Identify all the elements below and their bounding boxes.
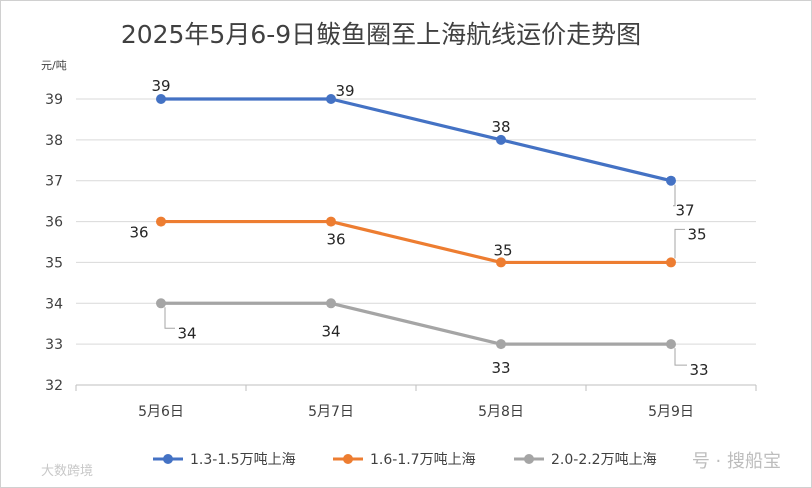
- data-point: [666, 339, 676, 350]
- leader-line: [674, 228, 685, 259]
- series-3: [156, 298, 676, 350]
- legend-label: 2.0-2.2万吨上海: [551, 452, 657, 468]
- legend-item: 1.6-1.7万吨上海: [333, 452, 476, 468]
- legend-item: 1.3-1.5万吨上海: [153, 452, 296, 468]
- data-label: 39: [151, 77, 170, 95]
- data-label: 37: [675, 202, 694, 220]
- data-point: [666, 257, 676, 268]
- data-label: 34: [321, 322, 340, 340]
- data-label: 33: [491, 359, 510, 377]
- legend-swatch-marker: [343, 454, 353, 464]
- x-tick-label: 5月6日: [138, 404, 184, 420]
- leader-line: [674, 348, 687, 366]
- chart-title: 2025年5月6-9日鲅鱼圈至上海航线运价走势图: [121, 20, 641, 49]
- series-2: [156, 216, 676, 268]
- data-label: 36: [326, 231, 345, 249]
- legend-label: 1.3-1.5万吨上海: [190, 452, 296, 468]
- data-label: 38: [491, 118, 510, 136]
- legend-swatch-marker: [524, 454, 534, 464]
- data-point: [666, 175, 676, 186]
- data-label: 33: [689, 361, 708, 379]
- watermark-text-left: 大数跨境: [41, 464, 93, 479]
- legend-swatch-marker: [163, 454, 173, 464]
- y-tick-label: 33: [45, 337, 63, 353]
- data-point: [326, 216, 336, 227]
- legend: 1.3-1.5万吨上海 1.6-1.7万吨上海 2.0-2.2万吨上海: [153, 452, 657, 468]
- y-tick-label: 35: [45, 255, 63, 271]
- y-tick-label: 34: [45, 296, 63, 312]
- legend-item: 2.0-2.2万吨上海: [514, 452, 657, 468]
- x-tick-label: 5月8日: [478, 404, 524, 420]
- data-point: [496, 134, 506, 145]
- data-point: [156, 298, 166, 309]
- leader-line: [673, 184, 676, 207]
- data-point: [326, 298, 336, 309]
- data-point: [326, 94, 336, 104]
- y-tick-label: 37: [45, 174, 63, 190]
- data-label: 34: [177, 324, 196, 342]
- x-tick-label: 5月7日: [308, 404, 354, 420]
- series-line: [161, 97, 672, 183]
- y-tick-label: 38: [45, 133, 63, 149]
- data-point: [156, 216, 166, 227]
- data-point: [496, 257, 506, 268]
- data-label: 36: [129, 224, 148, 242]
- y-tick-label: 39: [45, 92, 63, 108]
- data-point: [496, 339, 506, 350]
- series-line: [161, 301, 671, 346]
- series-1: [156, 94, 676, 186]
- watermark-text-right: 号 · 搜船宝: [692, 451, 781, 472]
- data-label: 39: [335, 82, 354, 100]
- watermark: 号 · 搜船宝 大数跨境: [41, 451, 781, 479]
- x-tick-label: 5月9日: [648, 404, 694, 420]
- y-tick-label: 36: [45, 215, 63, 231]
- leader-line: [164, 307, 175, 329]
- data-labels: 39 39 38 37 36 36 35 35 34 34 33 33: [129, 77, 708, 379]
- data-label: 35: [493, 241, 512, 259]
- series-lines: [156, 94, 676, 350]
- y-tick-label: 32: [45, 378, 63, 394]
- data-point: [156, 94, 166, 104]
- legend-label: 1.6-1.7万吨上海: [370, 452, 476, 468]
- series-line: [161, 219, 671, 265]
- y-axis-unit-label: 元/吨: [41, 59, 67, 72]
- data-label: 35: [687, 225, 706, 243]
- axes: 32 33 34 35 36 37 38 39 5月6日 5月7日 5月8日 5月9日: [45, 92, 757, 420]
